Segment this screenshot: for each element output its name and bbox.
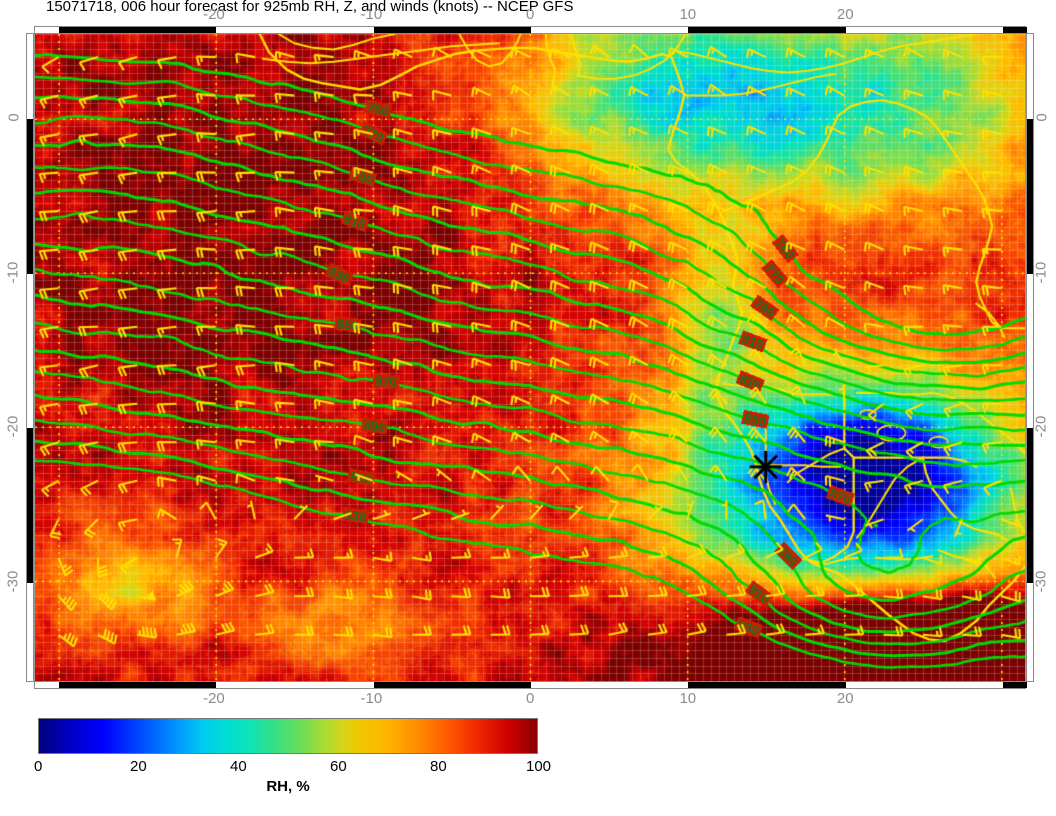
axis-left <box>26 33 34 682</box>
y-tick-label-left: 0 <box>5 113 23 122</box>
colorbar-tick: 100 <box>526 758 552 775</box>
axis-segment <box>27 428 33 583</box>
y-tick-label-left: -30 <box>4 570 22 592</box>
colorbar-label: RH, % <box>266 778 310 795</box>
colorbar: 0 20 40 60 80 100 RH, % <box>34 718 551 795</box>
x-tick-label-bottom: 20 <box>836 690 854 707</box>
axis-right <box>1026 33 1034 682</box>
x-tick-label-top: 20 <box>836 6 854 23</box>
axis-segment <box>373 682 531 688</box>
x-tick-label-bottom: -20 <box>203 690 225 707</box>
axis-segment <box>1027 118 1033 274</box>
axis-segment <box>58 27 217 33</box>
colorbar-tick: 40 <box>230 758 247 775</box>
y-tick-label-right: 0 <box>1033 113 1051 122</box>
x-tick-label-top: -20 <box>203 6 225 23</box>
x-tick-label-bottom: 10 <box>679 690 697 707</box>
x-tick-label-bottom: 0 <box>526 690 535 707</box>
colorbar-tick: 20 <box>130 758 147 775</box>
y-tick-label-left: -10 <box>4 261 22 283</box>
colorbar-tick: 80 <box>430 758 447 775</box>
x-tick-label-bottom: -10 <box>360 690 383 707</box>
y-tick-label-right: -20 <box>1032 415 1050 438</box>
axis-segment <box>688 27 846 33</box>
axis-segment <box>1003 682 1027 688</box>
y-tick-label-left: -20 <box>4 415 22 438</box>
axis-bottom <box>34 681 1027 689</box>
colorbar-gradient <box>38 718 538 754</box>
colorbar-tick: 0 <box>34 758 43 775</box>
axis-segment <box>1003 27 1027 33</box>
axis-segment <box>688 682 846 688</box>
axis-segment <box>1027 428 1033 583</box>
axis-segment <box>27 118 33 274</box>
axis-top <box>34 26 1027 34</box>
x-tick-label-top: -10 <box>360 6 383 23</box>
axis-segment <box>373 27 531 33</box>
x-tick-label-top: 10 <box>679 6 697 23</box>
x-tick-label-top: 0 <box>526 6 535 23</box>
y-tick-label-right: -10 <box>1032 261 1050 283</box>
rh-contour-map-canvas <box>35 34 1025 681</box>
page-title: 15071718, 006 hour forecast for 925mb RH… <box>46 0 574 15</box>
map-plot-area <box>34 33 1026 682</box>
colorbar-tick: 60 <box>330 758 347 775</box>
axis-segment <box>58 682 217 688</box>
y-tick-label-right: -30 <box>1032 570 1050 592</box>
